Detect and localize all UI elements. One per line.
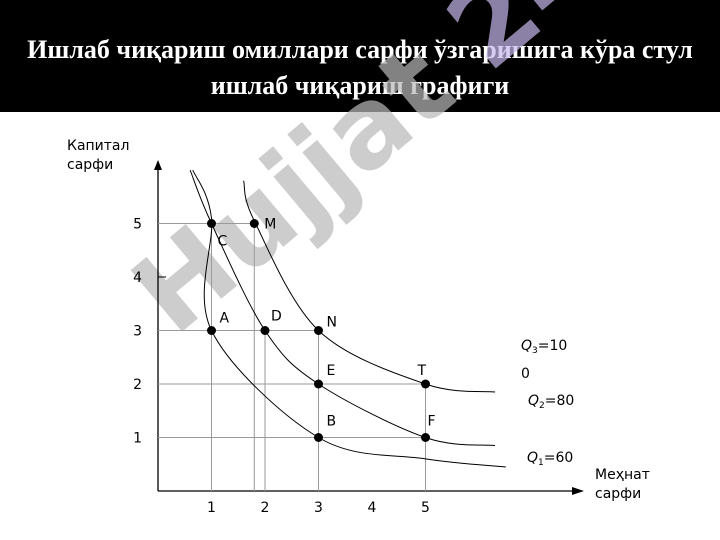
point-label-T: T [417, 363, 427, 379]
y-tick-label: 1 [133, 431, 142, 447]
series-label-2: Q2=80 [528, 393, 574, 411]
point-D [260, 326, 270, 335]
slide-title: Ишлаб чиқариш омиллари сарфи ўзгаришига … [27, 35, 693, 100]
point-F [421, 433, 430, 442]
series-label-q: Q [521, 338, 532, 354]
series-label-q: Q [528, 393, 539, 409]
point-A [207, 326, 216, 335]
y-axis-title: Капитал сарфи [67, 138, 130, 173]
guide-lines [158, 223, 426, 491]
y-tick-label: 2 [133, 377, 142, 393]
isoquant-3 [243, 180, 496, 393]
point-E [314, 379, 323, 389]
isoquant-2 [189, 169, 496, 447]
point-label-C: C [218, 234, 228, 250]
point-T [421, 379, 430, 389]
y-tick-label: 4 [133, 270, 142, 286]
isoquant-1 [192, 169, 506, 468]
x-tick-label: 3 [314, 500, 323, 516]
point-N [314, 326, 323, 335]
series-label-sub: 1 [538, 458, 544, 468]
point-label-E: E [327, 363, 336, 379]
series-label-value: =60 [544, 450, 574, 466]
x-tick-label: 2 [261, 500, 270, 516]
point-label-A: A [220, 311, 230, 327]
x-axis-title: Меҳнат сарфи [595, 467, 650, 502]
series-label-3-wrap: 0 [521, 366, 530, 382]
tick-labels: 1 2 3 4 5 1 2 3 4 5 [133, 217, 430, 517]
series-label-q: Q [527, 450, 538, 466]
point-B [314, 433, 323, 442]
title-bar [0, 0, 720, 112]
point-label-B: B [327, 414, 337, 430]
data-points: M C A D N E B T F [207, 217, 436, 442]
x-tick-label: 5 [421, 500, 430, 516]
series-label-1: Q1=60 [527, 450, 573, 468]
x-tick-label: 1 [207, 500, 216, 516]
point-M [249, 219, 259, 228]
x-axis-arrow [572, 487, 584, 495]
point-label-M: M [264, 217, 276, 233]
axes [154, 160, 584, 495]
series-label-3: Q3=10 [521, 338, 567, 356]
isoquant-curves [189, 169, 506, 468]
y-tick-label: 3 [133, 324, 142, 340]
x-tick-label: 4 [368, 500, 377, 516]
point-label-F: F [428, 414, 436, 430]
point-label-N: N [327, 315, 337, 331]
series-label-value: =80 [545, 393, 575, 409]
series-label-sub: 2 [539, 401, 545, 411]
point-label-D: D [271, 309, 282, 325]
series-label-value: =10 [538, 338, 568, 354]
point-C [207, 219, 216, 228]
y-tick-label: 5 [133, 217, 142, 233]
y-axis-arrow [154, 160, 162, 170]
series-label-sub: 3 [532, 346, 538, 356]
